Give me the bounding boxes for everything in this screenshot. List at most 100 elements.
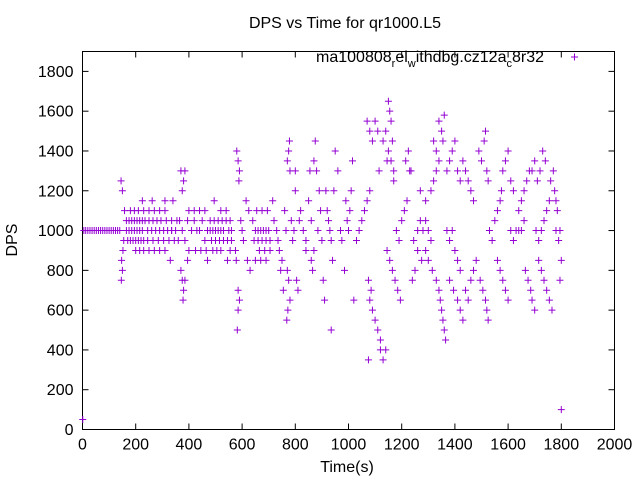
data-point [291,167,299,175]
data-point [543,286,551,294]
data-point [326,227,334,235]
data-point [371,117,379,125]
data-point [386,256,394,264]
data-point [262,256,270,264]
data-point [440,326,448,334]
data-point [180,286,188,294]
data-point [493,207,501,215]
data-point [366,296,374,304]
data-point [392,227,400,235]
data-point [475,147,483,155]
data-point [184,256,192,264]
data-point [223,256,231,264]
data-point [204,256,212,264]
data-point [454,256,462,264]
data-point [307,217,315,225]
data-point [557,256,565,264]
data-point [483,167,491,175]
data-point [235,167,243,175]
data-points [79,97,565,424]
data-point [507,177,515,185]
data-point [446,237,454,244]
y-tick-label: 0 [65,422,74,439]
data-point [448,227,456,235]
y-axis-label: DPS [4,224,21,257]
data-point [484,177,492,185]
data-point [334,167,342,175]
data-point [414,246,422,254]
data-point [523,177,531,185]
data-point [366,187,374,195]
data-point [404,147,412,155]
data-point [427,187,435,195]
data-point [528,167,536,175]
data-point [313,167,321,175]
data-point [430,137,438,145]
data-point [553,207,561,215]
data-point [504,147,512,155]
chart-title: DPS vs Time for qr1000.L5 [249,15,441,32]
data-point [321,296,329,304]
data-point [330,187,338,195]
data-point [302,237,310,244]
data-point [548,306,556,314]
data-point [427,237,435,244]
y-tick-label: 1600 [38,104,74,121]
data-point [435,286,443,294]
data-point [456,266,464,274]
data-point [371,316,379,324]
data-point [467,276,475,284]
data-point [515,207,523,215]
data-point [488,237,496,244]
data-point [297,207,305,215]
data-point [233,147,241,155]
data-point [368,306,376,314]
y-tick-label: 400 [47,342,74,359]
data-point [347,187,355,195]
data-point [485,227,493,235]
data-point [282,227,290,235]
data-point [394,286,402,294]
data-point [387,157,395,165]
data-point [462,167,470,175]
data-point [327,326,335,334]
data-point [439,137,447,145]
x-tick-label: 800 [282,437,309,454]
data-point [274,237,282,244]
data-point [476,276,484,284]
data-point [291,187,299,195]
data-point [118,256,126,264]
data-point [307,256,315,264]
x-tick-label: 200 [122,437,149,454]
data-point [181,237,189,244]
data-point [459,316,467,324]
data-point [266,246,274,254]
data-point [524,276,532,284]
x-tick-label: 0 [78,437,87,454]
data-point [210,197,218,205]
data-point [117,177,125,185]
data-point [543,207,551,215]
data-point [501,286,509,294]
data-point [448,147,456,155]
data-point [79,416,87,424]
data-point [539,147,547,155]
data-point [355,227,363,235]
data-point [451,246,459,254]
data-point [382,346,390,354]
data-point [343,217,351,225]
data-point [400,207,408,215]
data-point [537,227,545,235]
data-point [226,217,234,225]
data-point [388,266,396,274]
data-point [169,197,177,205]
data-point [281,207,289,215]
data-point [179,296,187,304]
data-point [547,177,555,185]
data-point [480,137,488,145]
data-point [138,197,146,205]
data-point [290,227,298,235]
data-point [352,237,360,244]
data-point [499,276,507,284]
data-point [178,187,186,195]
